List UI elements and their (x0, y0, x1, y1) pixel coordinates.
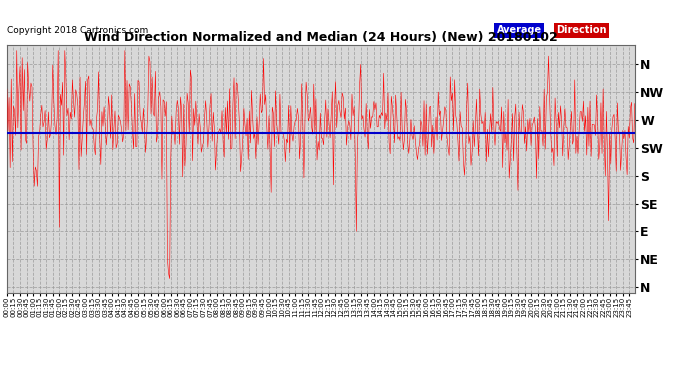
Text: Direction: Direction (556, 25, 607, 35)
Text: Copyright 2018 Cartronics.com: Copyright 2018 Cartronics.com (7, 26, 148, 35)
Title: Wind Direction Normalized and Median (24 Hours) (New) 20180102: Wind Direction Normalized and Median (24… (84, 31, 558, 44)
Text: Average: Average (497, 25, 542, 35)
